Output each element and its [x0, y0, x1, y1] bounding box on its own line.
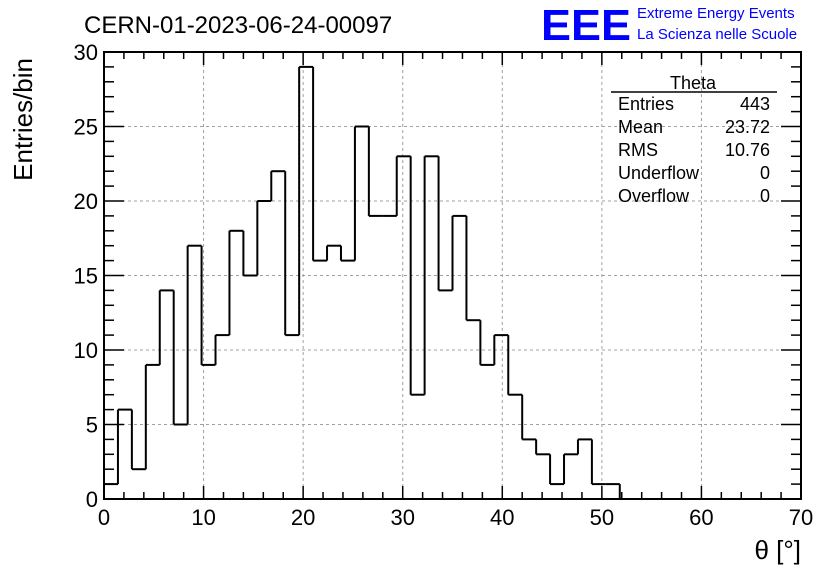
- eee-logo-line2: La Scienza nelle Scuole: [637, 26, 797, 43]
- y-tick-label: 0: [86, 487, 98, 512]
- stats-value-underflow: 0: [760, 163, 770, 183]
- stats-label-overflow: Overflow: [618, 186, 690, 206]
- tick-marks: [103, 51, 802, 500]
- eee-logo-text: EEE: [541, 1, 631, 50]
- eee-logo: EEE Extreme Energy Events La Scienza nel…: [541, 1, 797, 50]
- stats-box: Theta Entries 443 Mean 23.72 RMS 10.76 U…: [611, 73, 777, 206]
- histogram-bars: [103, 65, 621, 499]
- x-tick-label: 0: [98, 505, 110, 530]
- y-tick-label: 15: [74, 264, 98, 289]
- x-tick-label: 50: [590, 505, 614, 530]
- eee-logo-line1: Extreme Energy Events: [637, 5, 795, 22]
- stats-box-title: Theta: [670, 73, 717, 93]
- stats-value-entries: 443: [740, 94, 770, 114]
- x-tick-label: 40: [490, 505, 514, 530]
- x-tick-label: 20: [291, 505, 315, 530]
- y-axis-label: Entries/bin: [8, 58, 38, 181]
- stats-value-overflow: 0: [760, 186, 770, 206]
- x-tick-label: 70: [789, 505, 813, 530]
- y-tick-label: 30: [74, 40, 98, 65]
- stats-label-entries: Entries: [618, 94, 674, 114]
- y-tick-label: 10: [74, 338, 98, 363]
- x-axis-label: θ [°]: [754, 535, 801, 565]
- y-tick-label: 25: [74, 115, 98, 140]
- stats-value-mean: 23.72: [725, 117, 770, 137]
- stats-label-rms: RMS: [618, 140, 658, 160]
- grid-lines: [104, 52, 801, 499]
- stats-value-rms: 10.76: [725, 140, 770, 160]
- stats-label-underflow: Underflow: [618, 163, 700, 183]
- x-tick-label: 60: [689, 505, 713, 530]
- x-tick-label: 30: [390, 505, 414, 530]
- y-tick-label: 5: [86, 413, 98, 438]
- stats-label-mean: Mean: [618, 117, 663, 137]
- tick-labels: 0 10 20 30 40 50 60 70 0 5 10 15 20 25 30: [74, 40, 814, 530]
- x-tick-label: 10: [191, 505, 215, 530]
- y-tick-label: 20: [74, 189, 98, 214]
- run-title: CERN-01-2023-06-24-00097: [84, 12, 392, 39]
